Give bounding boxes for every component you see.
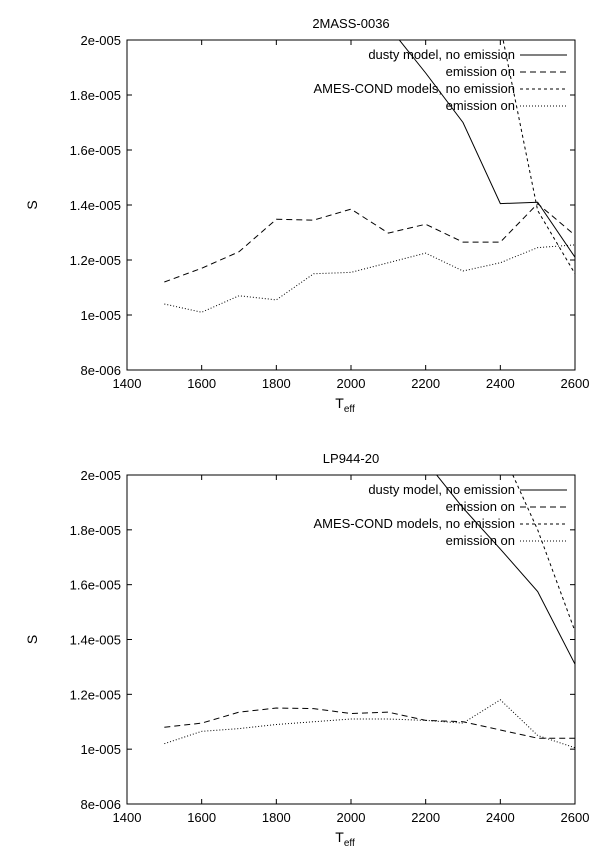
y-tick-label: 1.2e-005: [70, 687, 121, 702]
x-tick-label: 1800: [262, 810, 291, 825]
x-tick-label: 2200: [411, 376, 440, 391]
y-tick-label: 8e-006: [81, 363, 121, 378]
legend-label-4: emission on: [446, 533, 515, 548]
y-tick-label: 1.4e-005: [70, 633, 121, 648]
x-tick-label: 1800: [262, 376, 291, 391]
legend-label-2: emission on: [446, 64, 515, 79]
legend-label-3: AMES-COND models, no emission: [313, 516, 515, 531]
legend-label-1: dusty model, no emission: [368, 47, 515, 62]
y-axis-label: S: [24, 200, 40, 209]
y-tick-label: 1.4e-005: [70, 198, 121, 213]
series-line-4: [164, 244, 575, 313]
y-tick-label: 2e-005: [81, 33, 121, 48]
x-axis-label-main: T: [335, 829, 344, 845]
x-tick-label: 1600: [187, 376, 216, 391]
legend-label-2: emission on: [446, 499, 515, 514]
x-tick-label: 2000: [337, 810, 366, 825]
y-tick-label: 8e-006: [81, 797, 121, 812]
series-line-3: [502, 40, 575, 275]
series-line-1: [436, 475, 575, 665]
chart-title: 2MASS-0036: [312, 16, 389, 31]
y-tick-label: 1.8e-005: [70, 523, 121, 538]
series-line-3: [512, 475, 575, 632]
y-tick-label: 1.2e-005: [70, 253, 121, 268]
series-line-2: [164, 202, 575, 283]
x-axis-label-subscript: eff: [344, 838, 355, 849]
x-axis-label-main: T: [335, 395, 344, 411]
legend-label-1: dusty model, no emission: [368, 482, 515, 497]
x-axis-label-subscript: eff: [344, 404, 355, 415]
y-tick-label: 2e-005: [81, 468, 121, 483]
y-axis-label: S: [24, 635, 40, 644]
x-tick-label: 2400: [486, 376, 515, 391]
x-axis-label: Teff: [335, 395, 355, 415]
y-tick-label: 1e-005: [81, 742, 121, 757]
x-tick-label: 2200: [411, 810, 440, 825]
chart-title: LP944-20: [323, 451, 379, 466]
series-line-1: [398, 40, 575, 258]
x-tick-label: 2400: [486, 810, 515, 825]
y-tick-label: 1.8e-005: [70, 88, 121, 103]
y-tick-label: 1.6e-005: [70, 578, 121, 593]
x-tick-label: 1400: [113, 376, 142, 391]
chart-panel-2: LP944-20 1400 1600 1800 2000 2200 2400 2600 8e-0…: [24, 451, 590, 849]
legend-label-3: AMES-COND models, no emission: [313, 81, 515, 96]
y-tick-label: 1e-005: [81, 308, 121, 323]
x-tick-label: 2000: [337, 376, 366, 391]
x-tick-label: 1600: [187, 810, 216, 825]
chart-panel-1: 2MASS-0036 1400 1600 1800 2000 2200 2400 2600 8e…: [24, 16, 590, 415]
series-line-4: [164, 699, 575, 749]
x-tick-label: 2600: [561, 376, 590, 391]
y-tick-label: 1.6e-005: [70, 143, 121, 158]
x-tick-label: 1400: [113, 810, 142, 825]
x-axis-label: Teff: [335, 829, 355, 849]
legend-label-4: emission on: [446, 98, 515, 113]
x-tick-label: 2600: [561, 810, 590, 825]
